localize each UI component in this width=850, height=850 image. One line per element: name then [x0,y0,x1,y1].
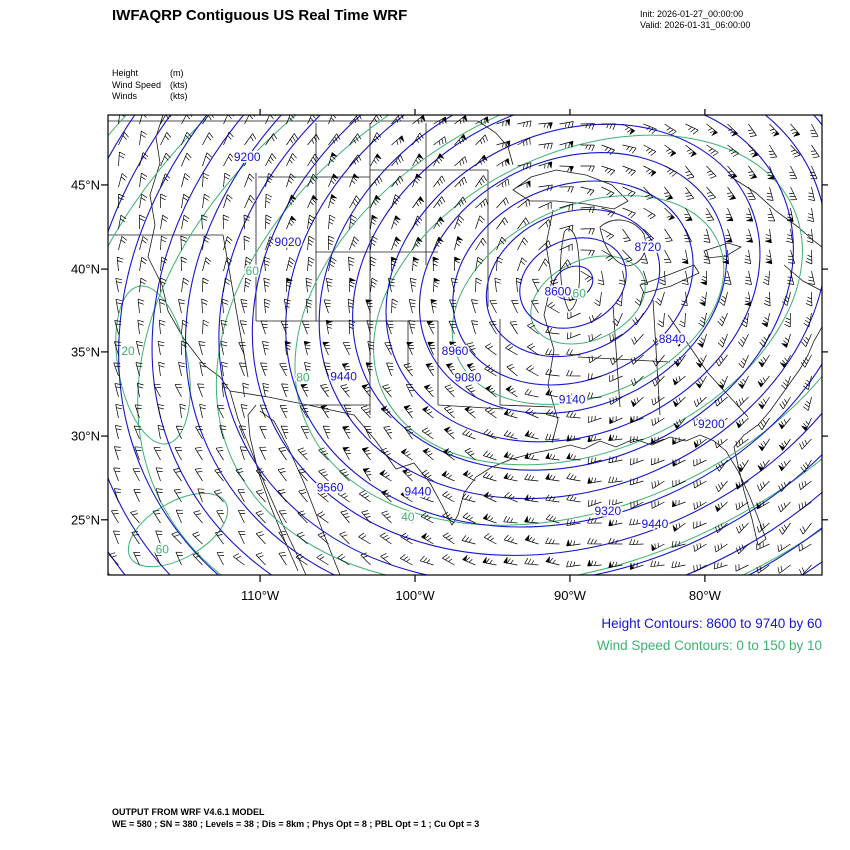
height-contour-label: 9440 [405,484,432,498]
wind-barbs [108,115,820,575]
height-contours-caption: Height Contours: 8600 to 9740 by 60 [601,616,822,631]
height-contour-label: 9200 [234,150,261,164]
wind-speed-contour-label: 80 [296,370,310,384]
lon-tick-label: 110°W [240,588,280,603]
field-legend: Height (m) Wind Speed (kts) Winds (kts) [112,68,188,103]
wind-speed-contour-label: 20 [121,344,135,358]
height-contour-label: 9560 [317,480,344,494]
plot-title: IWFAQRP Contiguous US Real Time WRF [112,7,408,24]
legend-unit: (kts) [170,79,188,90]
height-contour-label: 9020 [275,235,302,249]
legend-row-wind-speed: Wind Speed (kts) [112,80,188,92]
height-contour-label: 8600 [544,284,571,298]
lon-tick-label: 100°W [395,588,435,603]
legend-row-winds: Winds (kts) [112,91,188,103]
lon-tick-label: 90°W [553,588,586,603]
height-contour-label: 8960 [442,344,469,358]
legend-name: Wind Speed [112,79,162,90]
height-contour-label: 9140 [559,392,586,406]
footer-model-line: OUTPUT FROM WRF V4.6.1 MODEL [112,807,265,817]
legend-row-height: Height (m) [112,68,188,80]
height-contour-label: 9440 [642,517,669,531]
height-contour-label: 9200 [698,417,725,431]
legend-unit: (m) [170,68,184,78]
wind-speed-contour-label: 60 [246,264,260,278]
footer-config-line: WE = 580 ; SN = 380 ; Levels = 38 ; Dis … [112,819,480,829]
height-contour-label: 9320 [594,504,621,518]
time-block: Init: 2026-01-27_00:00:00 Valid: 2026-01… [640,9,750,31]
legend-name: Height [112,68,139,78]
height-contour-label: 9440 [330,369,357,383]
height-contour-label: 8840 [659,332,686,346]
lat-tick-label: 45°N [70,177,100,193]
wind-speed-contour-label: 40 [401,510,415,524]
map-svg: 9200 9020 8720 8600 8840 8960 9080 9440 9140 9200… [101,109,828,582]
lat-tick-label: 35°N [70,344,100,360]
lat-tick-label: 25°N [70,512,100,528]
weather-map: 9200 9020 8720 8600 8840 8960 9080 9440 9140 9200… [101,109,828,582]
map-border-and-ticks [101,109,828,582]
wind-speed-contour-label: 60 [156,542,170,556]
lat-tick-label: 40°N [70,261,100,277]
init-time: Init: 2026-01-27_00:00:00 [640,9,744,19]
contour-labels: 9200 9020 8720 8600 8840 8960 9080 9440 9140 9200… [120,148,727,558]
wind-speed-contour-label: 60 [573,287,587,301]
height-contour-label: 9080 [455,370,482,384]
footer-block: OUTPUT FROM WRF V4.6.1 MODEL WE = 580 ; … [112,806,479,830]
lat-axis: 45°N 40°N 35°N 30°N 25°N [0,115,100,575]
wind-contours-caption: Wind Speed Contours: 0 to 150 by 10 [596,638,822,653]
legend-name: Winds [112,91,138,101]
valid-time: Valid: 2026-01-31_06:00:00 [640,20,751,30]
lat-tick-label: 30°N [70,428,100,444]
lon-tick-label: 80°W [688,588,721,603]
height-contour-label: 8720 [634,240,661,254]
legend-unit: (kts) [170,91,188,101]
